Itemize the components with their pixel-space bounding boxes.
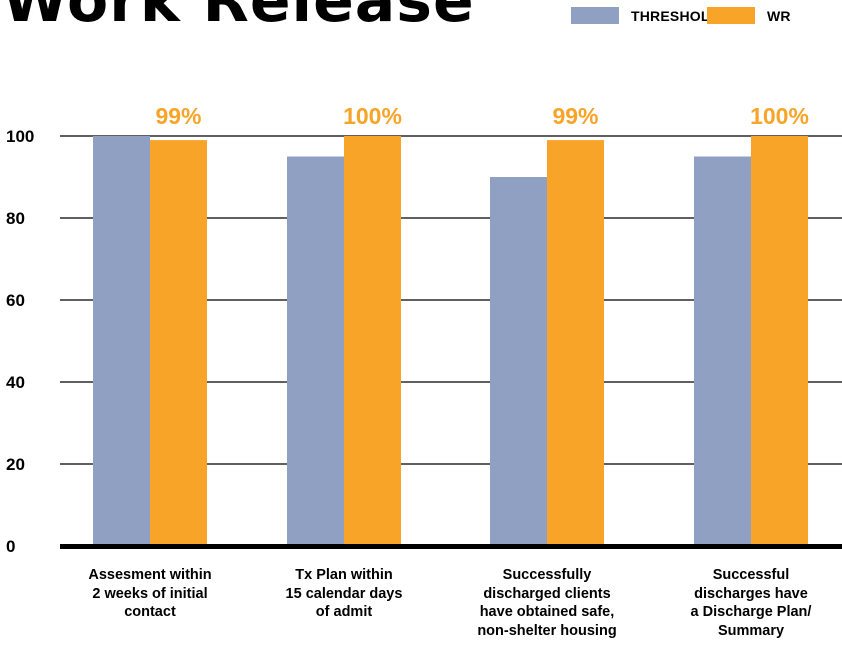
x-category-label-line: a Discharge Plan/ (690, 604, 812, 620)
y-tick-label-100: 100 (6, 127, 34, 146)
x-category-label-3: Successfully discharged clients have obtai… (462, 566, 632, 640)
bar-threshold-3 (490, 177, 547, 546)
bar-threshold-1 (93, 136, 150, 546)
x-category-label-1: Assesment within 2 weeks of initial contac… (65, 566, 235, 622)
bar-wr-2 (344, 136, 401, 546)
x-axis-line (60, 544, 842, 549)
legend-label-threshold: THRESHOLD (631, 7, 720, 24)
x-category-label-line: contact (124, 604, 176, 620)
y-tick-label-80: 80 (6, 209, 25, 228)
legend-label-wr: WR (767, 7, 791, 24)
bar-threshold-2 (287, 156, 344, 546)
data-label-2: 100% (343, 103, 402, 129)
legend-item-threshold: THRESHOLD (571, 7, 720, 24)
x-category-label-2: Tx Plan within 15 calendar days of admit (259, 566, 429, 622)
legend-swatch-wr (707, 7, 755, 24)
y-tick-label-60: 60 (6, 291, 25, 310)
x-category-label-line: 2 weeks of initial (92, 585, 208, 602)
y-tick-label-0: 0 (6, 537, 15, 556)
x-category-label-4: Successful discharges have a Discharge Pla… (666, 566, 836, 640)
x-category-label-line: discharges have (694, 585, 808, 602)
chart-title: Work Release (2, 0, 475, 36)
bar-threshold-4 (694, 156, 751, 546)
data-label-3: 99% (552, 103, 598, 129)
data-label-1: 99% (155, 103, 201, 129)
x-category-label-line: Successfully (502, 567, 592, 583)
x-category-label-line: discharged clients (483, 585, 611, 602)
legend-swatch-threshold (571, 7, 619, 24)
bar-wr-1 (150, 140, 207, 546)
x-category-label-line: Successful (712, 567, 790, 583)
x-category-label-line: 15 calendar days (285, 585, 403, 602)
legend: THRESHOLD WR (0, 7, 842, 31)
x-category-label-line: Summary (717, 622, 785, 639)
legend-item-wr: WR (707, 7, 791, 24)
x-category-label-line: of admit (315, 604, 373, 620)
bar-wr-4 (751, 136, 808, 546)
y-tick-label-20: 20 (6, 455, 25, 474)
data-label-4: 100% (750, 103, 809, 129)
x-category-label-line: have obtained safe, (479, 604, 615, 620)
x-category-label-line: Tx Plan within (295, 567, 393, 583)
bar-wr-3 (547, 140, 604, 546)
x-category-label-line: Assesment within (88, 567, 212, 583)
x-category-label-line: non-shelter housing (477, 622, 617, 639)
y-tick-label-40: 40 (6, 373, 25, 392)
